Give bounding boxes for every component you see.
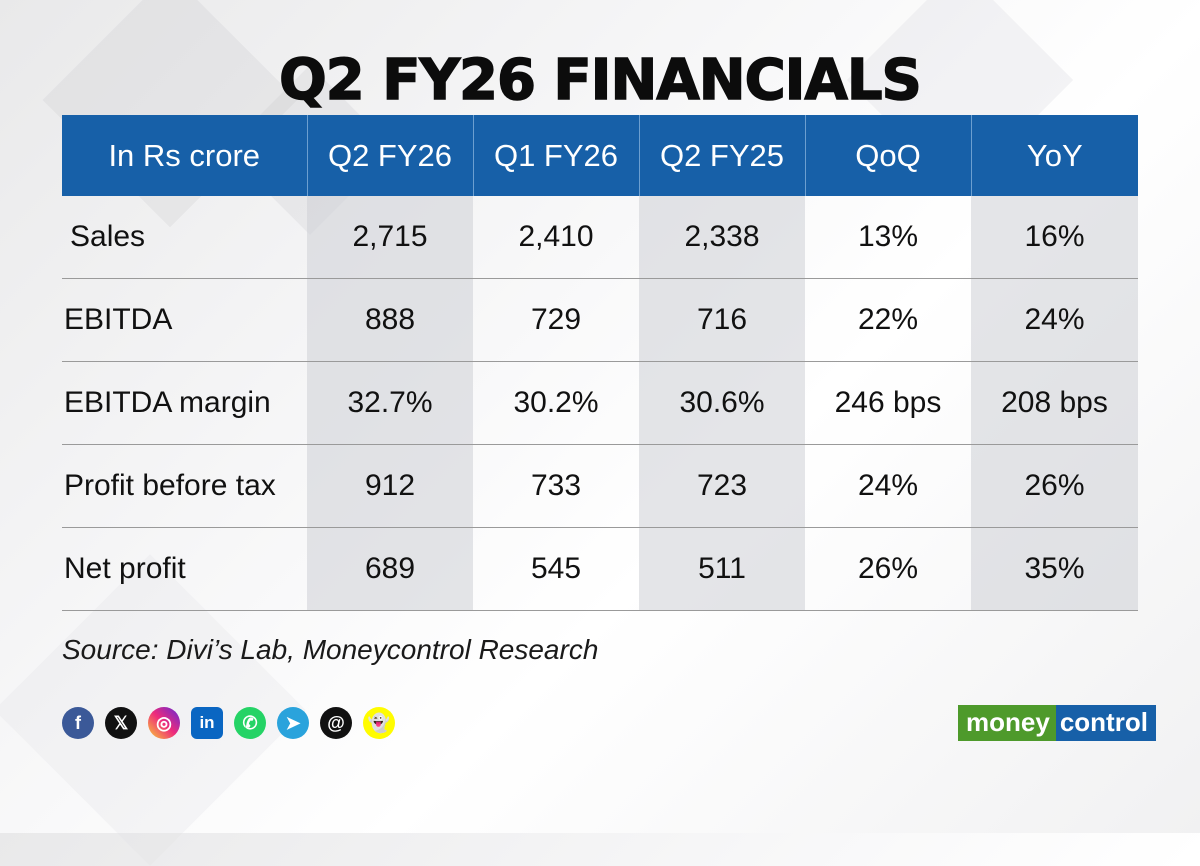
table-row: EBITDA margin 32.7% 30.2% 30.6% 246 bps … — [62, 361, 1138, 445]
row-label: Sales — [70, 220, 146, 253]
row-label: Net profit — [62, 527, 307, 611]
logo-part-money: money — [958, 705, 1056, 741]
table-row: Profit before tax 912 733 723 24% 26% — [62, 444, 1138, 528]
table-cell: 22% — [805, 278, 971, 362]
table-cell: 723 — [639, 444, 805, 528]
table-cell: 912 — [307, 444, 473, 528]
table-header-row: In Rs crore Q2 FY26 Q1 FY26 Q2 FY25 QoQ … — [62, 115, 1138, 196]
table-cell: 13% — [857, 220, 919, 253]
row-label: EBITDA — [62, 278, 307, 362]
table-cell: 24% — [971, 278, 1138, 362]
snapchat-icon[interactable]: 👻 — [363, 707, 395, 739]
page-title: Q2 FY26 FINANCIALS — [278, 47, 922, 114]
table-row: Sales 2,715 2,410 2,338 13% 16% — [62, 196, 1138, 279]
column-header: Q2 FY25 — [638, 115, 805, 196]
table-row: EBITDA 888 729 716 22% 24% — [62, 278, 1138, 362]
financials-table: In Rs crore Q2 FY26 Q1 FY26 Q2 FY25 QoQ … — [62, 115, 1138, 611]
column-header: Q2 FY26 — [306, 115, 473, 196]
source-note: Source: Divi’s Lab, Moneycontrol Researc… — [62, 634, 599, 665]
moneycontrol-logo: money control — [958, 705, 1156, 741]
table-cell: 30.2% — [473, 361, 639, 445]
row-label: EBITDA margin — [62, 361, 307, 445]
table-cell: 2,715 — [307, 196, 473, 279]
whatsapp-icon[interactable]: ✆ — [234, 707, 266, 739]
social-icons: f 𝕏 ◎ in ✆ ➤ @ 👻 — [62, 707, 395, 739]
table-cell: 716 — [639, 278, 805, 362]
table-cell: 32.7% — [307, 361, 473, 445]
instagram-icon[interactable]: ◎ — [148, 707, 180, 739]
row-label: Profit before tax — [62, 444, 307, 528]
table-cell: 729 — [473, 278, 639, 362]
logo-part-control: control — [1055, 705, 1156, 741]
x-icon[interactable]: 𝕏 — [105, 707, 137, 739]
column-header: QoQ — [804, 115, 971, 196]
table-cell: 733 — [473, 444, 639, 528]
facebook-icon[interactable]: f — [62, 707, 94, 739]
table-cell: 545 — [473, 527, 639, 611]
table-row: Net profit 689 545 511 26% 35% — [62, 527, 1138, 611]
column-header: Q1 FY26 — [472, 115, 639, 196]
table-cell: 30.6% — [639, 361, 805, 445]
linkedin-icon[interactable]: in — [191, 707, 223, 739]
table-cell: 26% — [971, 444, 1138, 528]
threads-icon[interactable]: @ — [320, 707, 352, 739]
table-cell: 35% — [971, 527, 1138, 611]
table-cell: 689 — [307, 527, 473, 611]
column-header: YoY — [970, 115, 1138, 196]
table-cell: 511 — [639, 527, 805, 611]
table-cell: 246 bps — [805, 361, 971, 445]
table-cell: 26% — [805, 527, 971, 611]
table-cell: 888 — [307, 278, 473, 362]
column-header: In Rs crore — [62, 115, 307, 196]
table-cell: 208 bps — [971, 361, 1138, 445]
table-cell: 2,410 — [518, 220, 594, 253]
table-cell: 24% — [805, 444, 971, 528]
table-cell: 16% — [971, 196, 1138, 279]
table-cell: 2,338 — [639, 196, 805, 279]
telegram-icon[interactable]: ➤ — [277, 707, 309, 739]
